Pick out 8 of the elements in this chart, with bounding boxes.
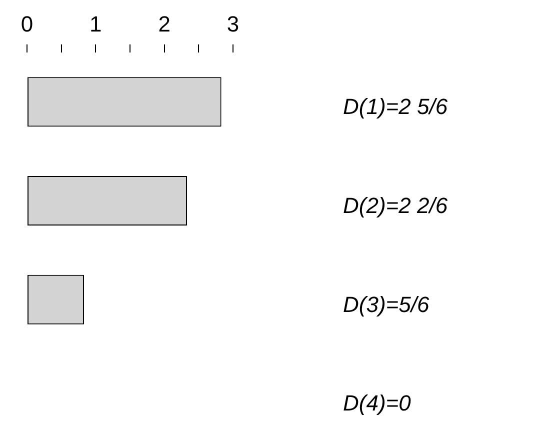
y-tick-label: D(4)=0 xyxy=(343,390,412,416)
y-tick-label: D(2)=2 2/6 xyxy=(343,192,448,218)
y-tick-label: D(1)=2 5/6 xyxy=(343,94,448,119)
x-tick-label: 2 xyxy=(158,11,170,36)
y-tick-label: D(3)=5/6 xyxy=(343,292,430,317)
x-tick-label: 3 xyxy=(226,11,240,36)
x-tick-label: 1 xyxy=(90,11,102,36)
x-tick-label: 0 xyxy=(20,11,34,36)
